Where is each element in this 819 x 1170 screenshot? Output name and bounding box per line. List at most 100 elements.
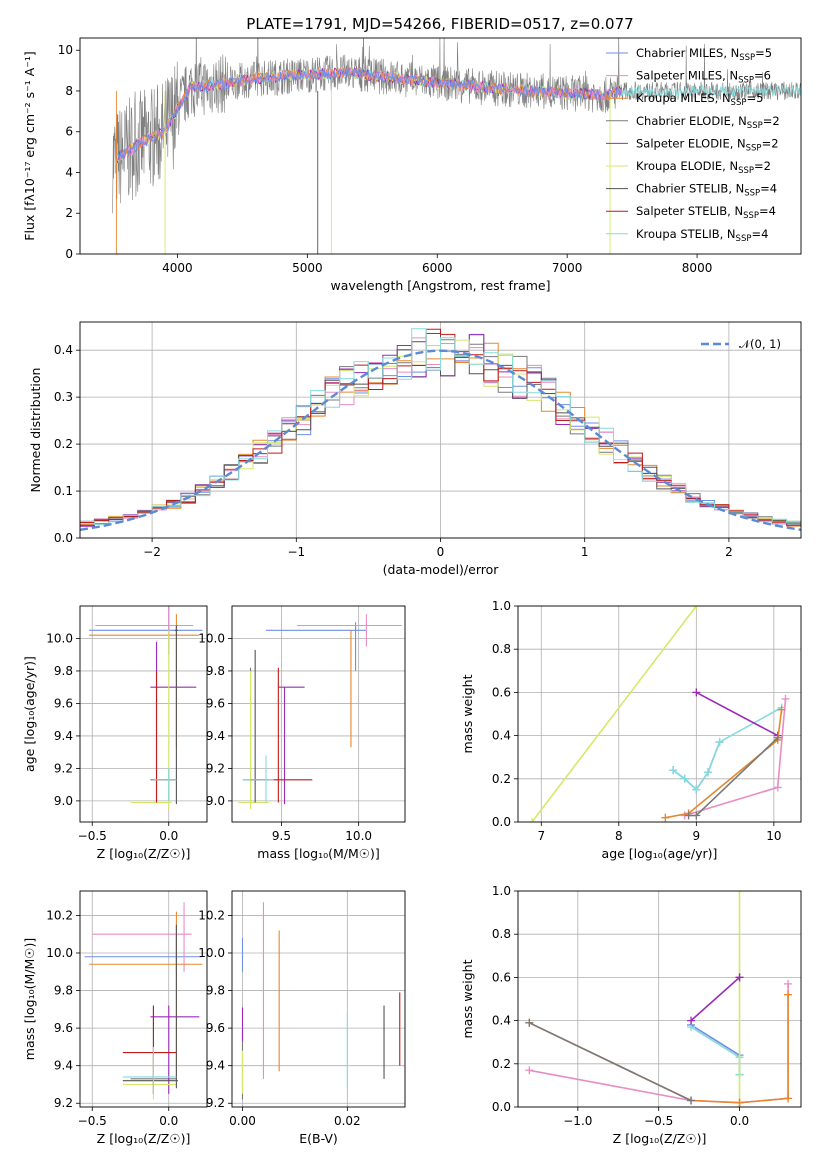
y-tick-label: 0.6	[492, 970, 511, 984]
plot-area	[525, 891, 793, 1107]
x-tick-label: −1.0	[563, 1114, 592, 1128]
panel-residuals: −2 −1 0 1 2 0.0 0.1 0.2 0.3 0.4 (data-model)/error…	[28, 321, 802, 577]
x-axis-label: Z [log₁₀(Z/Z☉)]	[613, 1131, 707, 1146]
panel-age_vs_Z: −0.5 0.0 9.0 9.2 9.4 9.6 9.8 10.0 Z [log₁₀(Z/Z☉)…	[22, 605, 208, 861]
y-tick-label: 0.8	[492, 642, 511, 656]
mass-weight-point	[773, 733, 782, 742]
mass-weight-point	[687, 1096, 696, 1105]
mass-weight-point	[781, 694, 790, 703]
legend-label: Chabrier STELIB, NSSP=4	[636, 182, 777, 199]
x-axis-label: wavelength [Angstrom, rest frame]	[330, 278, 550, 293]
legend-label: Salpeter ELODIE, NSSP=2	[636, 136, 779, 153]
x-tick-label: 0	[437, 545, 445, 559]
legend-label: Kroupa ELODIE, NSSP=2	[636, 159, 771, 176]
mass-weight-point	[715, 738, 724, 747]
mass-weight-point	[735, 1098, 744, 1107]
mass-weight-point	[525, 1018, 534, 1027]
mass-weight-line	[695, 691, 779, 737]
mass-weight-point	[692, 785, 701, 794]
y-tick-label: 9.2	[54, 1096, 73, 1110]
y-tick-label: 10.0	[46, 631, 73, 645]
mass-weight-point	[680, 774, 689, 783]
legend-subscript: SSP	[739, 53, 755, 63]
y-tick-label: 0.2	[492, 1057, 511, 1071]
y-tick-label: 9.4	[206, 1059, 225, 1073]
y-tick-label: 9.8	[54, 664, 73, 678]
mass-weight-point	[703, 768, 712, 777]
mass-weight-line	[684, 698, 787, 817]
mass-weight-point	[661, 813, 670, 822]
legend-count: =2	[763, 114, 780, 128]
legend-label: Salpeter MILES, NSSP=6	[636, 69, 771, 86]
model-spectrum-line	[117, 67, 622, 160]
legend-label: Chabrier MILES, NSSP=5	[636, 46, 772, 63]
x-tick-label: −2	[143, 545, 161, 559]
x-tick-label: 1	[581, 545, 589, 559]
y-tick-label: 4	[65, 165, 73, 179]
y-tick-label: 1.0	[492, 599, 511, 613]
legend-count: =2	[762, 136, 779, 150]
model-spectrum-line	[117, 67, 623, 162]
y-tick-label: 0.1	[54, 484, 73, 498]
mass-weight-point	[527, 818, 536, 822]
plot-area	[80, 328, 801, 531]
x-tick-label: −0.5	[78, 1114, 107, 1128]
y-tick-label: 10.2	[198, 908, 225, 922]
y-tick-label: 10.0	[198, 631, 225, 645]
axes-frame	[517, 605, 802, 823]
x-tick-label: −1	[287, 545, 305, 559]
mass-weight-point	[525, 1066, 534, 1075]
x-axis-label: age [log₁₀(age/yr)]	[602, 846, 718, 861]
y-tick-label: 9.8	[206, 664, 225, 678]
y-tick-label: 10.0	[198, 946, 225, 960]
y-tick-label: 2	[65, 206, 73, 220]
y-tick-label: 10.0	[46, 946, 73, 960]
mass-weight-point	[735, 973, 744, 982]
legend-subscript: SSP	[744, 189, 760, 199]
mass-weight-line	[528, 1022, 692, 1102]
axes-frame	[231, 605, 406, 823]
observed-spectrum-line	[112, 38, 801, 214]
legend-count: =2	[754, 159, 771, 173]
x-axis-label: Z [log₁₀(Z/Z☉)]	[97, 846, 191, 861]
x-tick-label: 4000	[162, 261, 193, 275]
figure-title: PLATE=1791, MJD=54266, FIBERID=0517, z=0…	[246, 15, 633, 33]
y-tick-label: 9.4	[206, 729, 225, 743]
legend-subscript: SSP	[738, 76, 754, 86]
x-tick-label: 2	[725, 545, 733, 559]
mass-weight-point	[735, 891, 744, 895]
y-tick-label: 9.2	[54, 761, 73, 775]
y-axis-label: mass weight	[460, 959, 475, 1038]
plot-area	[241, 902, 401, 1100]
y-tick-label: 9.0	[206, 794, 225, 808]
legend-subscript: SSP	[747, 121, 763, 131]
x-tick-label: 10	[766, 829, 781, 843]
mass-weight-point	[692, 688, 701, 697]
mass-weight-line	[665, 709, 783, 819]
x-axis-label: mass [log₁₀(M/M☉)]	[257, 846, 379, 861]
x-tick-label: 9	[693, 829, 701, 843]
x-tick-label: 7	[537, 829, 545, 843]
y-tick-label: 8	[65, 84, 73, 98]
plot-area	[89, 606, 203, 810]
x-axis-label: (data-model)/error	[383, 562, 500, 577]
y-tick-label: 9.6	[206, 1021, 225, 1035]
axes-frame	[79, 321, 802, 539]
y-tick-label: 9.2	[206, 1096, 225, 1110]
x-tick-label: 6000	[422, 261, 453, 275]
x-tick-label: 0.0	[159, 829, 178, 843]
mass-weight-line	[672, 706, 782, 791]
plot-area	[84, 902, 203, 1100]
y-tick-label: 0.4	[492, 729, 511, 743]
y-tick-label: 9.2	[206, 761, 225, 775]
plot-area	[238, 614, 402, 810]
y-tick-label: 1.0	[492, 884, 511, 898]
x-tick-label: 8000	[682, 261, 713, 275]
y-tick-label: 9.6	[54, 696, 73, 710]
mass-weight-point	[773, 783, 782, 792]
x-tick-label: 0.0	[730, 1114, 749, 1128]
y-axis-label: Flux [fλ10⁻¹⁷ erg cm⁻² s⁻¹ A⁻¹]	[22, 51, 37, 240]
axes-frame	[231, 890, 406, 1108]
x-tick-label: 10.0	[345, 829, 372, 843]
